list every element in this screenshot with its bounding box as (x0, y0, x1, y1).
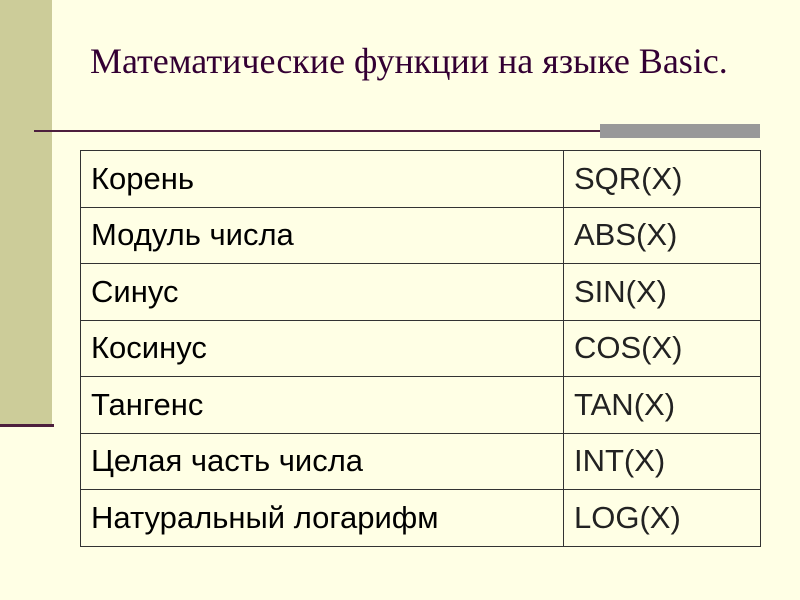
function-code: SIN(X) (563, 263, 761, 321)
title-accent (600, 124, 760, 138)
function-code: COS(X) (563, 319, 761, 377)
table-row: Тангенс TAN(X) (80, 376, 761, 434)
function-code: ABS(X) (563, 206, 761, 264)
function-name: Синус (80, 263, 564, 321)
side-bar (0, 0, 52, 424)
table-row: Синус SIN(X) (80, 263, 761, 321)
slide-title: Математические функции на языке Basic. (90, 41, 728, 81)
function-name: Косинус (80, 319, 564, 377)
functions-table: Корень SQR(X) Модуль числа ABS(X) Синус SIN(X… (80, 150, 761, 547)
title-rule (34, 130, 760, 132)
function-name: Корень (80, 150, 564, 208)
function-code: TAN(X) (563, 376, 761, 434)
table-row: Корень SQR(X) (80, 150, 761, 208)
function-name: Целая часть числа (80, 432, 564, 490)
table-row: Модуль числа ABS(X) (80, 206, 761, 264)
function-name: Натуральный логарифм (80, 489, 564, 547)
table-row: Целая часть числа INT(X) (80, 432, 761, 490)
table-row: Натуральный логарифм LOG(X) (80, 489, 761, 547)
function-code: SQR(X) (563, 150, 761, 208)
function-name: Модуль числа (80, 206, 564, 264)
function-name: Тангенс (80, 376, 564, 434)
function-code: LOG(X) (563, 489, 761, 547)
function-code: INT(X) (563, 432, 761, 490)
table-row: Косинус COS(X) (80, 319, 761, 377)
side-line (0, 424, 54, 427)
